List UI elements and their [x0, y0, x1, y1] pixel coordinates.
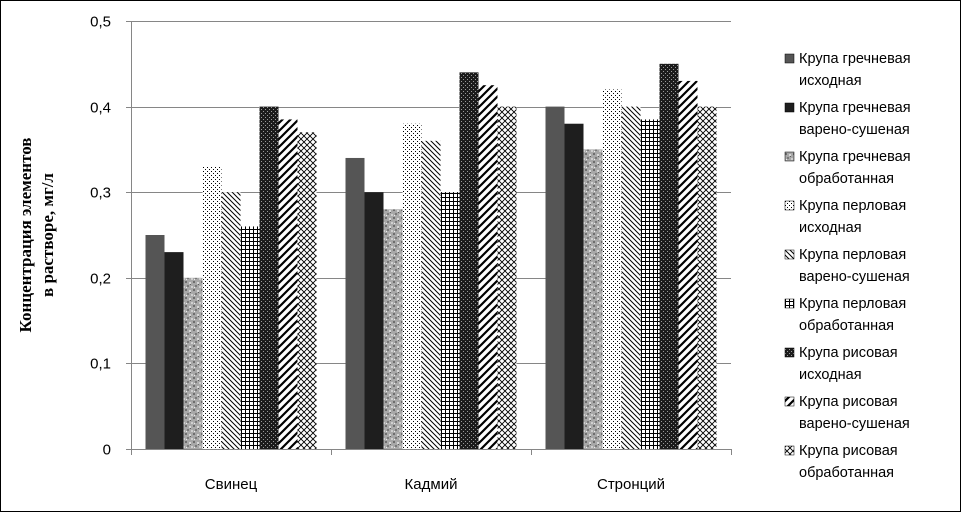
bar — [383, 209, 403, 449]
y-axis-label-line: в растворе, мг/л — [38, 173, 57, 297]
bar — [545, 106, 565, 449]
legend-swatch — [784, 102, 795, 113]
bar — [278, 119, 298, 449]
bar — [602, 89, 622, 449]
x-category-label: Стронций — [597, 476, 665, 493]
bar — [497, 106, 517, 449]
legend-swatch — [784, 396, 795, 407]
bar — [678, 80, 698, 450]
bar — [240, 226, 260, 449]
bar — [478, 85, 498, 449]
bar — [183, 277, 203, 449]
bar — [640, 119, 660, 449]
legend-label: Крупа гречневая — [799, 100, 911, 116]
bar — [659, 63, 679, 450]
legend-label: Крупа рисовая — [799, 443, 898, 459]
legend-swatch — [784, 249, 795, 260]
bar — [459, 72, 479, 450]
bar — [621, 106, 641, 449]
legend-label: Крупа перловая — [799, 296, 906, 312]
y-tick-label: 0,5 — [90, 14, 111, 31]
legend-label: исходная — [799, 73, 862, 89]
legend-label: Крупа рисовая — [799, 345, 898, 361]
legend-swatch — [784, 298, 795, 309]
legend-label: Крупа перловая — [799, 247, 906, 263]
legend-label: Крупа гречневая — [799, 149, 911, 165]
legend-label: исходная — [799, 220, 862, 236]
legend-label: варено-сушеная — [799, 416, 910, 432]
bar — [259, 106, 279, 449]
bar — [402, 123, 422, 449]
bar — [583, 149, 603, 449]
legend-swatch — [784, 347, 795, 358]
bar — [564, 123, 584, 449]
legend-label: Крупа перловая — [799, 198, 906, 214]
y-tick-label: 0,4 — [90, 100, 111, 117]
bar — [221, 192, 241, 449]
y-axis-label-line: Концентрация элементов — [16, 138, 35, 333]
bar — [421, 140, 441, 449]
legend-swatch — [784, 151, 795, 162]
legend-label: варено-сушеная — [799, 269, 910, 285]
legend-label: Крупа рисовая — [799, 394, 898, 410]
x-category-label: Кадмий — [405, 476, 458, 493]
legend-swatch — [784, 445, 795, 456]
legend-label: Крупа гречневая — [799, 51, 911, 67]
y-tick-label: 0,2 — [90, 271, 111, 288]
legend-label: обработанная — [799, 171, 894, 187]
legend-swatch — [784, 53, 795, 64]
bar — [364, 192, 384, 449]
bar — [440, 192, 460, 449]
y-tick-label: 0,1 — [90, 356, 111, 373]
y-tick-label: 0,3 — [90, 185, 111, 202]
bar — [697, 106, 717, 449]
bar — [145, 235, 165, 449]
legend-label: обработанная — [799, 318, 894, 334]
y-tick-label: 0 — [103, 442, 111, 459]
bar — [345, 157, 365, 449]
bar — [297, 132, 317, 449]
bar — [202, 166, 222, 449]
x-category-label: Свинец — [205, 476, 258, 493]
bar — [164, 252, 184, 449]
y-axis-label: Концентрация элементов в растворе, мг/л — [16, 138, 57, 333]
legend-label: варено-сушеная — [799, 122, 910, 138]
legend-swatch — [784, 200, 795, 211]
legend-label: обработанная — [799, 465, 894, 481]
legend-label: исходная — [799, 367, 862, 383]
